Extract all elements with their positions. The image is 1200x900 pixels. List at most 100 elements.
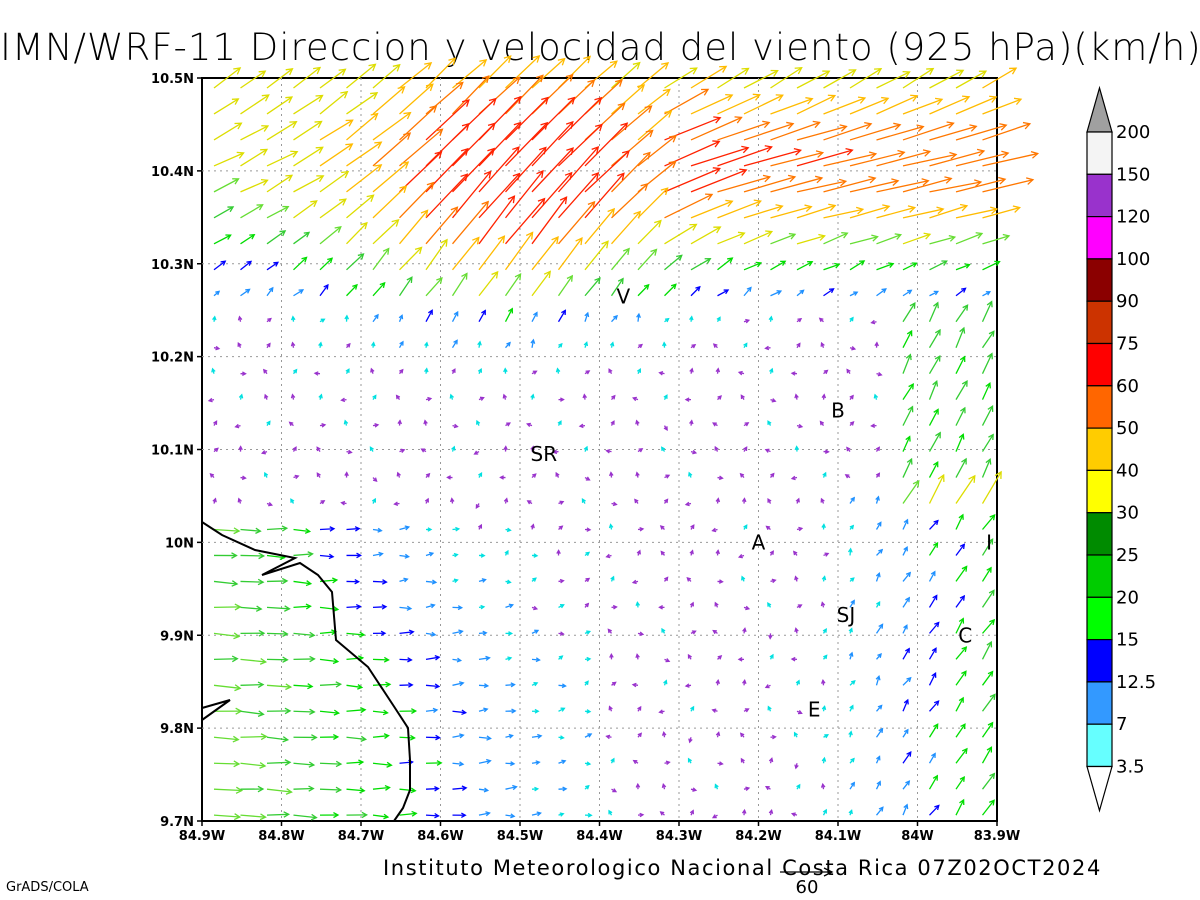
wind-arrow	[875, 727, 884, 738]
wind-arrow	[902, 405, 914, 426]
wind-arrow	[531, 57, 566, 89]
lat-tick-label: 10.1N	[151, 444, 194, 459]
wind-arrow	[796, 604, 803, 609]
wind-arrow	[740, 757, 745, 764]
wind-arrow	[610, 277, 624, 297]
wind-arrow	[740, 394, 745, 400]
wind-arrow	[346, 735, 368, 743]
wind-arrow	[876, 205, 917, 219]
wind-arrow	[425, 472, 431, 478]
wind-arrow	[478, 578, 487, 583]
wind-arrow	[955, 287, 967, 297]
wind-arrow	[743, 121, 795, 141]
wind-arrow	[425, 277, 443, 297]
wind-arrow	[260, 450, 268, 455]
wind-arrow	[928, 594, 938, 608]
wind-arrow	[266, 342, 271, 349]
wind-arrow	[558, 578, 565, 584]
wind-arrow	[739, 732, 745, 738]
wind-arrow	[637, 812, 645, 818]
wind-arrow	[769, 653, 774, 660]
wind-arrow	[664, 223, 698, 245]
wind-arrow	[346, 811, 369, 819]
wind-arrow	[875, 755, 881, 764]
wind-arrow	[876, 178, 930, 193]
place-label: SR	[531, 442, 558, 466]
wind-arrow	[664, 254, 683, 271]
wind-arrow	[687, 757, 692, 764]
wind-arrow	[292, 446, 297, 452]
wind-arrow	[452, 552, 459, 558]
wind-arrow	[637, 705, 642, 712]
wind-arrow	[717, 395, 722, 401]
wind-arrow	[319, 90, 349, 115]
wind-arrow	[584, 577, 591, 583]
colorbar-label: 50	[1116, 418, 1139, 439]
wind-arrow	[849, 599, 855, 608]
wind-arrow	[399, 682, 414, 688]
wind-arrow	[796, 317, 803, 323]
wind-arrow	[399, 525, 411, 531]
wind-arrow	[477, 367, 483, 374]
wind-arrow	[659, 811, 665, 816]
wind-arrow	[505, 579, 512, 585]
wind-arrow	[531, 733, 543, 739]
wind-arrow	[636, 549, 641, 556]
wind-arrow	[395, 394, 401, 401]
wind-arrow	[611, 247, 630, 271]
wind-arrow	[768, 808, 774, 816]
wind-arrow	[399, 83, 434, 115]
reference-vector-label: 60	[796, 877, 819, 898]
wind-arrow	[558, 759, 567, 765]
wind-arrow	[372, 313, 379, 323]
wind-arrow	[902, 121, 955, 141]
wind-arrow	[928, 752, 936, 764]
wind-arrow	[611, 394, 616, 401]
axis-labels: 84.9W 84.8W 84.7W 84.6W 84.5W 84.4W 84.3W 84.2W…	[151, 72, 1020, 844]
wind-arrow	[504, 549, 509, 556]
wind-arrow	[822, 654, 828, 660]
wind-arrow	[213, 345, 221, 351]
wind-arrow	[240, 710, 265, 717]
wind-arrow	[610, 575, 615, 582]
wind-arrow	[684, 683, 692, 688]
wind-arrow	[531, 171, 573, 219]
wind-arrow	[846, 446, 851, 452]
wind-arrow	[424, 367, 429, 374]
wind-arrow	[478, 655, 491, 661]
wind-arrow	[607, 628, 613, 634]
wind-arrow	[902, 262, 918, 271]
colorbar-label: 20	[1116, 587, 1139, 608]
wind-arrow	[319, 198, 347, 219]
wind-arrow	[584, 602, 590, 608]
wind-arrow	[981, 772, 996, 790]
wind-arrow	[452, 578, 459, 583]
wind-arrow	[558, 604, 565, 609]
wind-arrow	[530, 393, 535, 400]
wind-arrow	[505, 682, 516, 688]
wind-arrow	[955, 594, 966, 608]
wind-arrow	[240, 578, 265, 586]
colorbar-label: 90	[1116, 291, 1139, 312]
wind-arrow	[293, 120, 323, 141]
wind-arrow	[712, 629, 718, 635]
wind-arrow	[504, 307, 514, 323]
wind-arrow	[372, 111, 412, 141]
wind-arrow	[477, 523, 483, 530]
wind-arrow	[714, 445, 719, 452]
wind-arrow	[266, 317, 272, 323]
wind-arrow	[981, 799, 995, 816]
wind-arrow	[425, 173, 469, 219]
wind-arrow	[531, 473, 537, 479]
wind-arrow	[293, 813, 318, 821]
colorbar: 200 150 120 100 90 75 60 50 40 30 25 20 15 12.5 7 3.5	[1086, 85, 1156, 813]
wind-arrow	[955, 355, 966, 374]
wind-arrow	[505, 733, 514, 739]
wind-arrow	[319, 283, 329, 297]
wind-arrow	[316, 472, 321, 478]
wind-arrow	[742, 627, 747, 634]
wind-arrow	[929, 260, 948, 271]
wind-arrow	[902, 728, 909, 738]
wind-arrow	[686, 577, 692, 582]
